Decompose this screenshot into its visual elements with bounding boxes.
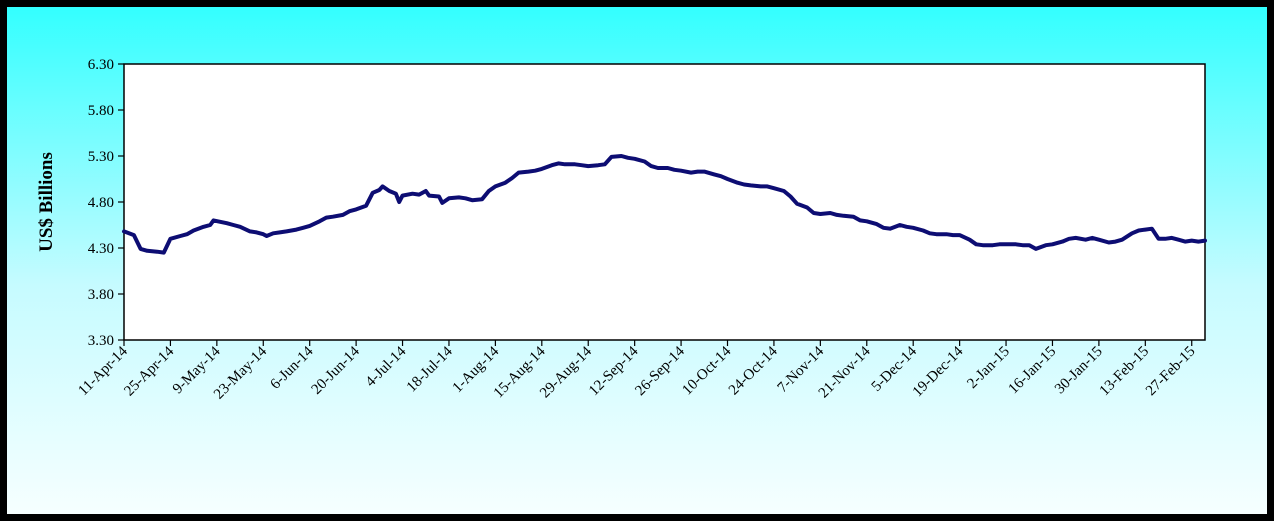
- x-tick-label: 21-Nov-14: [816, 343, 874, 401]
- x-tick-label: 27-Feb-15: [1143, 344, 1199, 400]
- y-tick-label: 3.80: [88, 287, 114, 303]
- x-tick-label: 10-Oct-14: [679, 343, 734, 398]
- x-tick-label: 19-Dec-14: [910, 343, 967, 400]
- x-tick-label: 29-Aug-14: [537, 343, 595, 401]
- x-tick-label: 24-Oct-14: [726, 343, 781, 398]
- x-tick-label: 4-Jul-14: [363, 343, 410, 390]
- y-axis-title: US$ Billions: [36, 152, 57, 252]
- x-tick-label: 13-Feb-15: [1097, 344, 1153, 400]
- y-tick-label: 3.30: [88, 333, 114, 349]
- x-tick-label: 12-Sep-14: [586, 343, 642, 399]
- plot-area: [123, 63, 1206, 341]
- y-tick-label: 5.30: [88, 149, 114, 165]
- y-tick-label: 6.30: [88, 57, 114, 73]
- x-tick-label: 20-Jun-14: [309, 343, 364, 398]
- x-tick-label: 25-Apr-14: [121, 343, 177, 399]
- x-tick-label: 18-Jul-14: [404, 343, 456, 395]
- y-tick-label: 4.30: [88, 241, 114, 257]
- y-axis-ticks: 3.30 3.80 4.30 4.80 5.30 5.80 6.30: [88, 57, 124, 349]
- x-axis-ticks: 11-Apr-1425-Apr-149-May-1423-May-146-Jun…: [75, 340, 1199, 403]
- x-tick-label: 16-Jan-15: [1006, 344, 1060, 398]
- y-tick-label: 5.80: [88, 103, 114, 119]
- series-line: [122, 154, 1207, 255]
- x-tick-label: 26-Sep-14: [632, 343, 688, 399]
- y-tick-label: 4.80: [88, 195, 114, 211]
